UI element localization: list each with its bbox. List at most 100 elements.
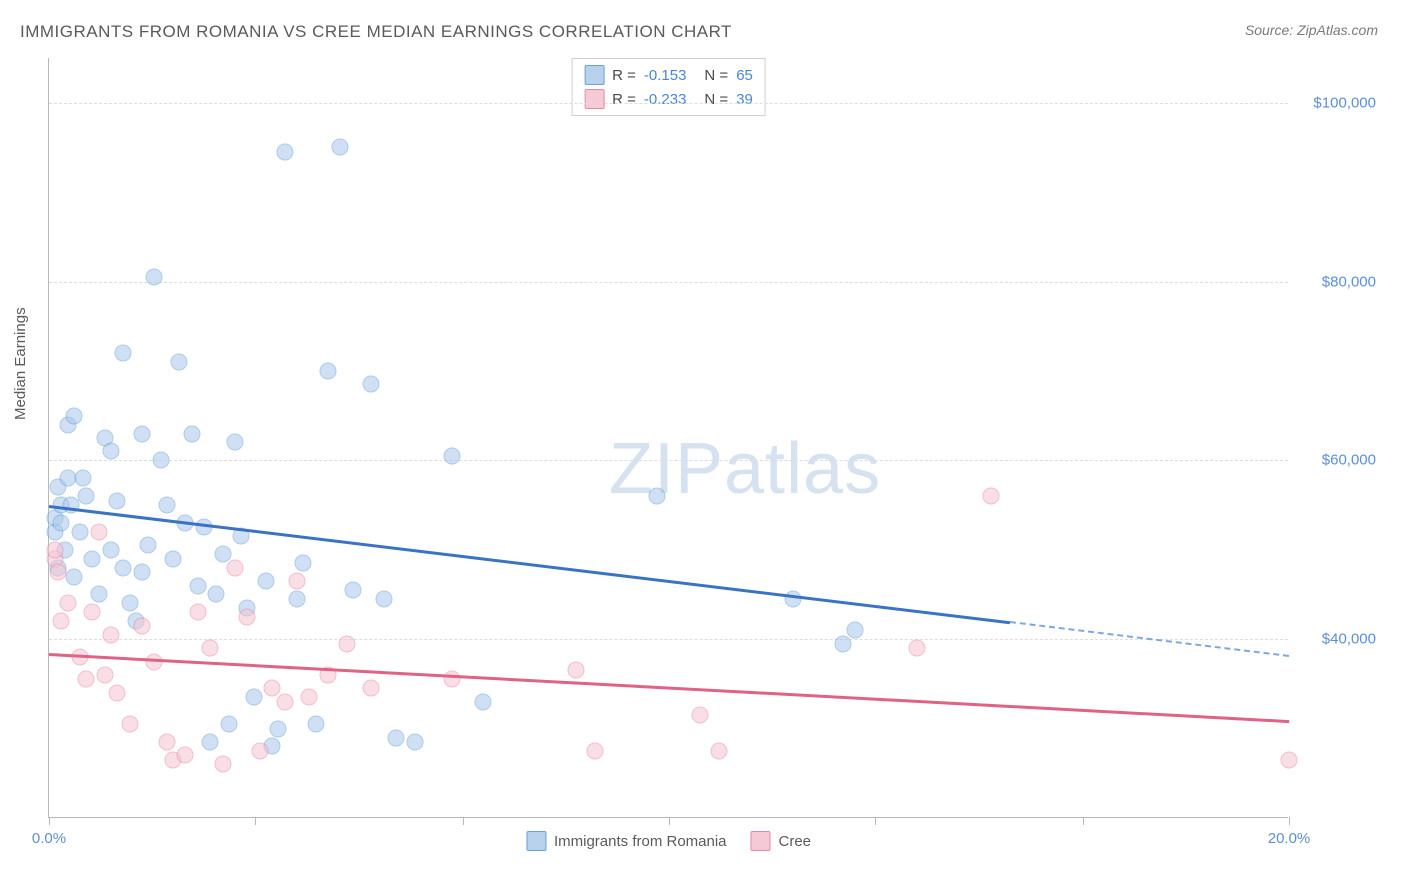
data-point <box>363 376 380 393</box>
watermark-zip: ZIP <box>609 429 724 509</box>
gridline <box>49 282 1288 283</box>
legend-row-romania: R = -0.153 N = 65 <box>584 63 753 87</box>
gridline <box>49 460 1288 461</box>
data-point <box>115 345 132 362</box>
swatch-blue-icon <box>584 65 604 85</box>
data-point <box>444 447 461 464</box>
data-point <box>140 537 157 554</box>
data-point <box>388 729 405 746</box>
data-point <box>270 720 287 737</box>
data-point <box>276 143 293 160</box>
data-point <box>78 488 95 505</box>
chart-title: IMMIGRANTS FROM ROMANIA VS CREE MEDIAN E… <box>20 22 732 42</box>
data-point <box>406 734 423 751</box>
x-tick <box>49 817 50 825</box>
data-point <box>65 568 82 585</box>
data-point <box>289 590 306 607</box>
correlation-legend: R = -0.153 N = 65 R = -0.233 N = 39 <box>571 58 766 116</box>
data-point <box>276 693 293 710</box>
y-tick-label: $40,000 <box>1322 631 1376 648</box>
legend-row-cree: R = -0.233 N = 39 <box>584 87 753 111</box>
legend-n-label: N = <box>704 91 728 108</box>
data-point <box>1281 751 1298 768</box>
data-point <box>96 666 113 683</box>
data-point <box>834 635 851 652</box>
data-point <box>53 613 70 630</box>
data-point <box>196 519 213 536</box>
data-point <box>289 573 306 590</box>
legend-item-romania: Immigrants from Romania <box>526 831 727 851</box>
data-point <box>648 488 665 505</box>
data-point <box>301 689 318 706</box>
data-point <box>103 541 120 558</box>
data-point <box>295 555 312 572</box>
x-tick-minor <box>1083 817 1084 825</box>
legend-r-label: R = <box>612 67 636 84</box>
data-point <box>109 492 126 509</box>
data-point <box>375 590 392 607</box>
data-point <box>103 626 120 643</box>
legend-n-label: N = <box>704 67 728 84</box>
data-point <box>53 514 70 531</box>
data-point <box>475 693 492 710</box>
swatch-blue-icon <box>526 831 546 851</box>
data-point <box>177 747 194 764</box>
data-point <box>59 470 76 487</box>
data-point <box>568 662 585 679</box>
data-point <box>239 608 256 625</box>
data-point <box>59 595 76 612</box>
x-tick-label: 0.0% <box>32 830 66 847</box>
data-point <box>115 559 132 576</box>
y-axis-label: Median Earnings <box>12 307 29 420</box>
data-point <box>103 443 120 460</box>
data-point <box>363 680 380 697</box>
legend-n-value-romania: 65 <box>736 67 753 84</box>
legend-label: Immigrants from Romania <box>554 833 727 850</box>
data-point <box>121 595 138 612</box>
data-point <box>158 734 175 751</box>
y-tick-label: $60,000 <box>1322 452 1376 469</box>
data-point <box>251 742 268 759</box>
data-point <box>586 742 603 759</box>
x-tick <box>1289 817 1290 825</box>
data-point <box>78 671 95 688</box>
data-point <box>183 425 200 442</box>
data-point <box>121 716 138 733</box>
y-tick-label: $80,000 <box>1322 273 1376 290</box>
legend-r-value-cree: -0.233 <box>644 91 687 108</box>
data-point <box>134 564 151 581</box>
data-point <box>710 742 727 759</box>
data-point <box>171 354 188 371</box>
legend-label: Cree <box>779 833 812 850</box>
y-tick-label: $100,000 <box>1313 94 1376 111</box>
data-point <box>444 671 461 688</box>
data-point <box>146 269 163 286</box>
data-point <box>227 434 244 451</box>
data-point <box>220 716 237 733</box>
data-point <box>202 734 219 751</box>
data-point <box>320 362 337 379</box>
data-point <box>332 139 349 156</box>
data-point <box>134 425 151 442</box>
data-point <box>344 582 361 599</box>
data-point <box>208 586 225 603</box>
data-point <box>84 550 101 567</box>
data-point <box>214 756 231 773</box>
data-point <box>692 707 709 724</box>
data-point <box>152 452 169 469</box>
data-point <box>62 497 79 514</box>
data-point <box>909 640 926 657</box>
x-tick-minor <box>463 817 464 825</box>
data-point <box>90 523 107 540</box>
legend-r-label: R = <box>612 91 636 108</box>
legend-r-value-romania: -0.153 <box>644 67 687 84</box>
data-point <box>189 577 206 594</box>
data-point <box>202 640 219 657</box>
data-point <box>847 622 864 639</box>
swatch-pink-icon <box>584 89 604 109</box>
data-point <box>65 407 82 424</box>
data-point <box>245 689 262 706</box>
data-point <box>90 586 107 603</box>
x-tick-label: 20.0% <box>1268 830 1311 847</box>
swatch-pink-icon <box>751 831 771 851</box>
